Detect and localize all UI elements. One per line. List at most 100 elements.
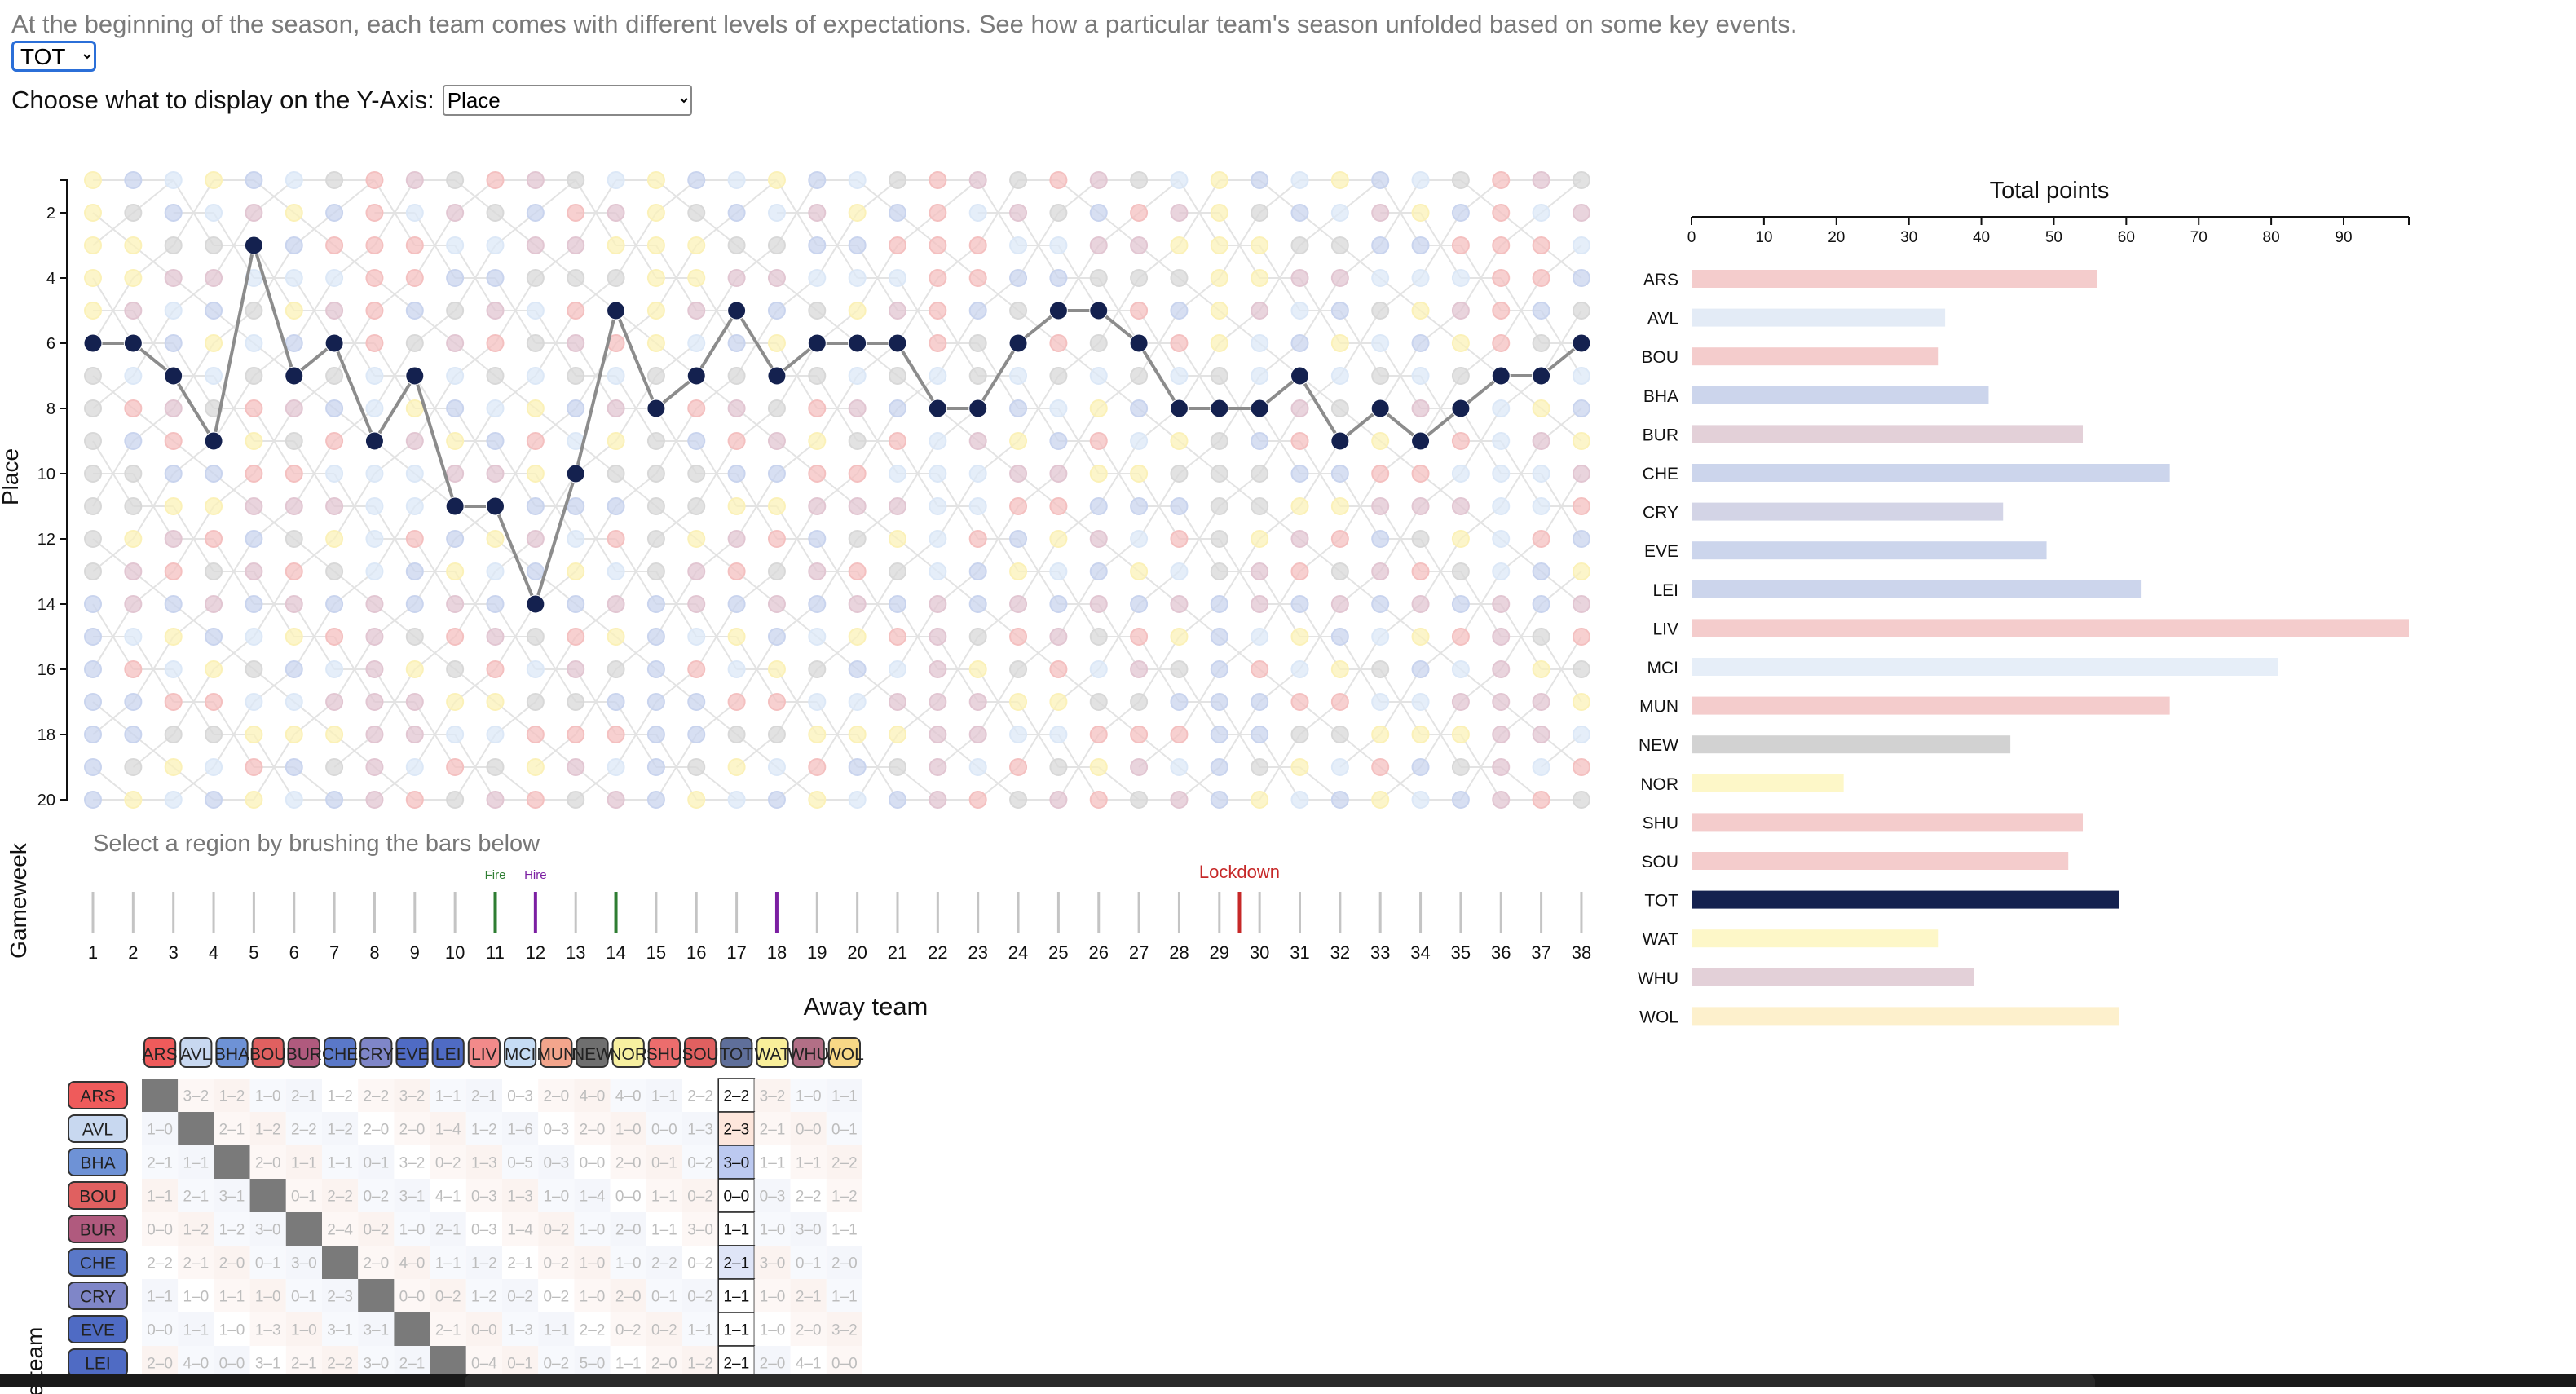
other-team-line	[575, 179, 617, 246]
other-team-point	[848, 595, 867, 613]
other-team-point	[1210, 465, 1228, 483]
home-team-label: EVE	[81, 1321, 115, 1340]
gameweek-label: 8	[369, 942, 379, 963]
other-team-point	[607, 497, 625, 515]
place-tick-label: 8	[46, 400, 55, 418]
matrix-cell-score: 0–0	[219, 1356, 245, 1373]
other-team-point	[1290, 302, 1309, 320]
points-category-label: NEW	[1639, 736, 1678, 755]
other-team-point	[1210, 236, 1228, 254]
gameweek-bars[interactable]: 1 2 3 4 5 6 7 8 9 10 11 12 13 14 15 16 17 18 19 20 21 22 23 24 2…	[88, 892, 1591, 963]
other-team-point	[727, 693, 746, 711]
matrix-cell-score: 1–0	[219, 1322, 245, 1339]
other-team-point	[325, 171, 344, 189]
other-team-point	[124, 367, 143, 385]
other-team-point	[567, 171, 585, 189]
other-team-point	[124, 530, 143, 548]
other-team-point	[164, 236, 183, 254]
other-team-point	[325, 204, 344, 222]
yaxis-select[interactable]: Place	[442, 85, 692, 116]
other-team-point	[1492, 758, 1511, 776]
other-team-point	[405, 497, 424, 515]
matrix-cell	[394, 1246, 430, 1279]
matrix-cell-score: 2–2	[147, 1255, 173, 1273]
matrix-cell-score: 3–0	[723, 1155, 749, 1172]
matrix-cell-score: 3–1	[219, 1189, 245, 1206]
other-team-point	[1411, 693, 1430, 711]
gameweek-label: 21	[888, 942, 907, 963]
other-team-point	[1330, 693, 1349, 711]
other-team-point	[1130, 432, 1149, 450]
other-team-point	[124, 693, 143, 711]
gameweek-brush[interactable]: Gameweek Select a region by brushing the…	[0, 823, 1630, 986]
points-bar	[1692, 425, 2083, 443]
other-team-point	[848, 302, 867, 320]
away-team-badge	[143, 1037, 177, 1068]
other-team-point	[687, 530, 706, 548]
matrix-cell-score: 2–2	[580, 1322, 606, 1339]
away-team-label: WOL	[825, 1045, 864, 1064]
away-team-badge	[359, 1037, 393, 1068]
team-select[interactable]: TOT	[11, 41, 96, 72]
matrix-cell-score: 0–2	[543, 1222, 569, 1239]
other-team-line	[454, 734, 496, 801]
matrix-cell	[826, 1246, 862, 1279]
matrix-cell	[430, 1212, 466, 1246]
other-team-point	[1251, 595, 1269, 613]
gameweek-label: 12	[526, 942, 545, 963]
other-team-point	[1089, 497, 1108, 515]
matrix-cell-score: 1–1	[651, 1222, 677, 1239]
matrix-cell-score: 1–1	[147, 1289, 173, 1306]
matrix-cell	[465, 1346, 502, 1379]
points-tick-label: 50	[2045, 229, 2062, 246]
other-team-point	[929, 693, 947, 711]
other-team-point	[205, 204, 223, 222]
event-label: Fire	[485, 868, 506, 882]
away-team-badge	[395, 1037, 429, 1068]
other-team-line	[816, 375, 858, 442]
away-team-label: CHE	[322, 1045, 358, 1064]
matrix-cell	[502, 1212, 539, 1246]
other-team-point	[446, 628, 465, 646]
other-team-point	[848, 660, 867, 678]
other-team-point	[1251, 302, 1269, 320]
matrix-cell-score: 0–2	[615, 1322, 642, 1339]
away-team-badge	[540, 1037, 573, 1068]
other-team-point	[245, 367, 263, 385]
other-team-line	[172, 668, 214, 735]
other-team-point	[1532, 726, 1550, 743]
other-team-point	[365, 628, 384, 646]
other-team-point	[405, 465, 424, 483]
other-team-point	[1492, 628, 1511, 646]
away-team-title: Away team	[804, 992, 929, 1021]
matrix-cell	[465, 1179, 502, 1212]
matrix-cell	[465, 1279, 502, 1312]
other-team-line	[293, 277, 335, 344]
tot-point	[1250, 399, 1269, 418]
other-team-point	[929, 758, 947, 776]
matrix-cell	[790, 1246, 827, 1279]
other-team-point	[687, 171, 706, 189]
other-team-line	[897, 603, 939, 670]
matrix-cell-score: 1–0	[580, 1222, 606, 1239]
other-team-point	[1371, 758, 1390, 776]
other-team-point	[365, 236, 384, 254]
matrix-cell-score: 0–1	[651, 1155, 677, 1172]
other-team-point	[526, 497, 545, 515]
other-team-point	[285, 269, 303, 287]
matrix-cell-score: 0–3	[543, 1155, 569, 1172]
matrix-cell	[394, 1179, 430, 1212]
points-category-label: SHU	[1643, 814, 1678, 832]
other-team-point	[687, 302, 706, 320]
points-bar	[1692, 347, 1939, 366]
other-team-point	[1049, 726, 1068, 743]
matrix-diagonal-cell	[322, 1246, 359, 1279]
other-team-point	[646, 302, 665, 320]
points-tick-label: 20	[1828, 229, 1845, 246]
matrix-cell	[826, 1179, 862, 1212]
other-team-point	[325, 530, 344, 548]
other-team-point	[245, 791, 263, 809]
other-team-line	[615, 375, 657, 442]
other-team-point	[567, 302, 585, 320]
other-team-point	[808, 204, 827, 222]
